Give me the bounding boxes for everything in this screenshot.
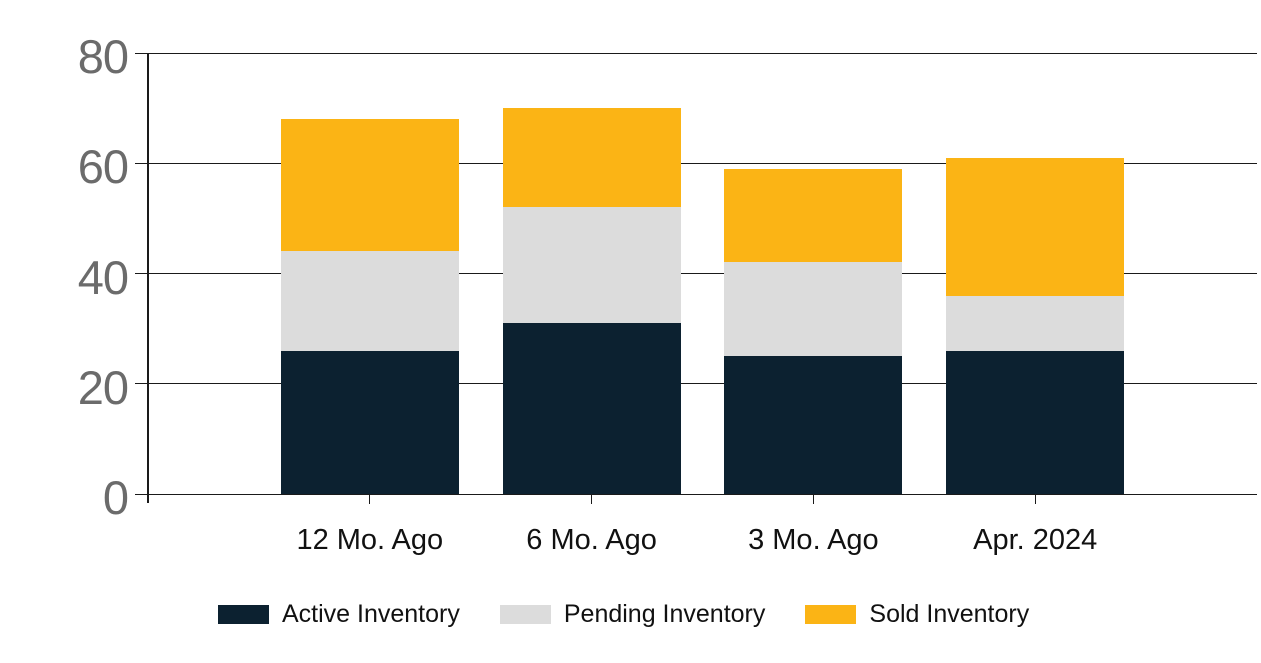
legend-swatch-icon [218, 605, 269, 624]
bar-segment-pending-inventory-3 [724, 262, 903, 357]
legend-label: Pending Inventory [563, 600, 766, 628]
y-axis-tick-80 [135, 52, 148, 54]
legend-item-active-inventory: Active Inventory [218, 600, 460, 629]
legend-label: Sold Inventory [869, 600, 1030, 628]
gridline-60 [148, 162, 1257, 164]
x-axis-label: 12 Mo. Ago [296, 524, 444, 556]
y-axis-line [147, 53, 149, 503]
y-axis-label: 20 [77, 360, 129, 414]
bar-segment-active-inventory-2 [502, 323, 681, 494]
bar-segment-sold-inventory-4 [946, 157, 1125, 296]
x-axis-label: 3 Mo. Ago [748, 524, 879, 556]
legend-item-sold-inventory: Sold Inventory [805, 600, 1029, 629]
y-axis-tick-20 [135, 383, 148, 385]
x-axis-label: 6 Mo. Ago [526, 524, 657, 556]
bar-segment-pending-inventory-4 [946, 295, 1125, 351]
bar-segment-active-inventory-3 [724, 356, 903, 494]
gridline-20 [148, 383, 1257, 385]
x-axis-line [148, 493, 1257, 495]
bar-segment-active-inventory-4 [946, 350, 1125, 494]
y-axis-label: 0 [102, 471, 129, 524]
x-axis-tick-3 [812, 494, 814, 504]
gridline-40 [148, 273, 1257, 274]
bar-segment-sold-inventory-2 [502, 108, 681, 208]
y-axis-label: 40 [77, 250, 129, 304]
bar-segment-sold-inventory-3 [724, 168, 903, 263]
y-axis-tick-0 [135, 493, 148, 495]
x-axis-tick-2 [591, 494, 593, 504]
x-axis-tick-4 [1034, 494, 1036, 504]
y-axis-label: 80 [77, 30, 129, 83]
y-axis-tick-40 [135, 273, 148, 274]
bar-segment-pending-inventory-1 [280, 251, 459, 351]
legend-item-pending-inventory: Pending Inventory [499, 600, 766, 629]
legend-swatch-icon [499, 605, 551, 624]
x-axis-tick-1 [369, 494, 371, 504]
x-axis-label: Apr. 2024 [973, 524, 1098, 556]
legend-swatch-icon [805, 605, 857, 624]
chart-legend: Active Inventory Pending Inventory Sold In… [218, 600, 1029, 629]
bar-segment-pending-inventory-2 [502, 207, 681, 324]
legend-label: Active Inventory [282, 600, 460, 628]
bar-segment-active-inventory-1 [280, 350, 459, 494]
gridline-80 [148, 52, 1257, 54]
y-axis-tick-60 [135, 162, 148, 164]
bar-segment-sold-inventory-1 [280, 119, 459, 252]
y-axis-label: 60 [77, 140, 129, 194]
